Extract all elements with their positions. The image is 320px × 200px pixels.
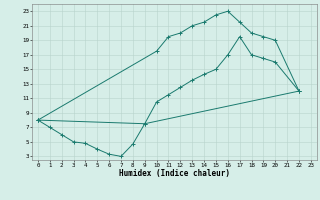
X-axis label: Humidex (Indice chaleur): Humidex (Indice chaleur)	[119, 169, 230, 178]
